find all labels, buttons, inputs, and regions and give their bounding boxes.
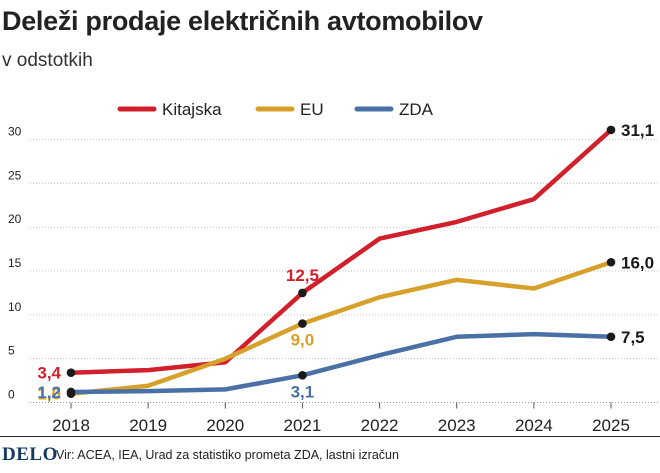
legend: Kitajska EU ZDA: [117, 100, 434, 119]
data-point-zda-2025: [606, 332, 616, 342]
legend-label-zda: ZDA: [399, 100, 434, 119]
data-point-kitajska-2018: [66, 368, 76, 377]
data-point-kitajska-2025: [606, 125, 616, 135]
line-chart: Kitajska EU ZDA 3,412,531,11,09,016,01,2 3,…: [8, 100, 660, 435]
x-tick-label: 2021: [284, 416, 322, 435]
series-line-kitajska: [68, 127, 614, 375]
data-label-eu-2018: 1,0: [37, 385, 61, 404]
x-tick-label: 2020: [206, 416, 244, 435]
series-line-zda: [68, 331, 614, 395]
data-point-eu-2025: [606, 257, 616, 267]
source-note: Vir: ACEA, IEA, Urad za statistiko prome…: [56, 448, 399, 462]
data-label-kitajska-2018: 3,4: [37, 364, 61, 383]
x-tick-label: 2019: [129, 416, 167, 435]
y-tick-label: 30: [8, 125, 22, 139]
y-tick-label: 25: [8, 168, 22, 182]
y-tick-label: 0: [8, 388, 15, 402]
y-tick-label: 10: [8, 300, 22, 314]
footer: DELO Vir: ACEA, IEA, Urad za statistiko …: [0, 436, 660, 473]
delo-logo: DELO: [2, 444, 58, 465]
chart-subtitle: v odstotkih: [2, 50, 93, 71]
data-label-kitajska-2021: 12,5: [286, 266, 319, 285]
y-tick-label: 5: [8, 344, 15, 358]
data-label-kitajska-2025: 31,1: [621, 121, 654, 140]
data-label-zda-2021: 3,1: [291, 382, 315, 401]
series-line-eu: [68, 260, 614, 396]
x-tick-label: 2023: [438, 416, 476, 435]
data-markers: [66, 125, 616, 399]
chart-title: Deleži prodaje električnih avtomobilov: [2, 6, 483, 36]
data-label-eu-2025: 16,0: [621, 253, 654, 272]
data-point-zda-2021: [298, 371, 307, 380]
legend-label-kitajska: Kitajska: [162, 100, 222, 119]
data-point-eu-2021: [298, 319, 307, 328]
x-tick-label: 2022: [361, 416, 399, 435]
data-point-kitajska-2021: [298, 288, 307, 298]
x-tick-label: 2025: [592, 416, 630, 435]
data-label-eu-2021: 9,0: [291, 331, 315, 350]
legend-label-eu: EU: [300, 100, 324, 119]
x-tick-label: 2018: [52, 416, 90, 435]
y-tick-label: 20: [8, 212, 22, 226]
x-tick-label: 2024: [515, 416, 553, 435]
data-label-zda-2018: 1,2: [37, 383, 61, 402]
y-tick-label: 15: [8, 256, 22, 270]
data-point-zda-2018: [66, 387, 76, 397]
data-labels: 3,4 12,5 31,1 1,0 9,0 16,0 1,2 3,1 7,5: [37, 121, 654, 404]
data-label-zda-2025: 7,5: [621, 328, 645, 347]
grid-lines: [30, 139, 660, 409]
series-lines: [68, 127, 614, 396]
